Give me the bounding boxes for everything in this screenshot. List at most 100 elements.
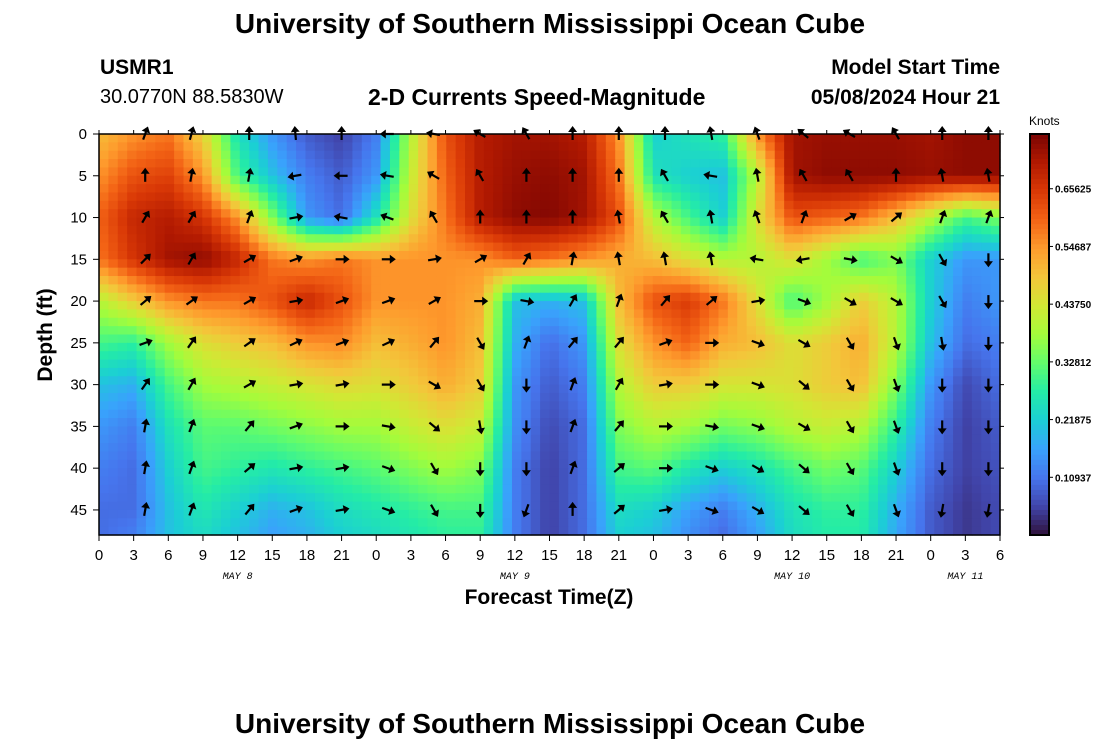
heatmap-cell <box>474 192 485 202</box>
heatmap-cell <box>624 225 635 235</box>
heatmap-cell <box>812 200 823 210</box>
heatmap-cell <box>117 342 128 352</box>
heatmap-cell <box>305 209 316 219</box>
heatmap-cell <box>652 392 663 402</box>
heatmap-cell <box>953 526 964 536</box>
heatmap-cell <box>924 526 935 536</box>
heatmap-cell <box>99 493 109 503</box>
y-tick-label: 40 <box>70 460 87 477</box>
heatmap-cell <box>418 267 429 277</box>
heatmap-cell <box>587 309 598 319</box>
heatmap-cell <box>436 292 447 302</box>
heatmap-cell <box>558 200 569 210</box>
colorbar-segment <box>1030 259 1049 265</box>
y-tick-label: 0 <box>79 126 87 143</box>
heatmap-cell <box>840 509 851 519</box>
heatmap-cell <box>277 284 288 294</box>
heatmap-cell <box>718 292 729 302</box>
heatmap-cell <box>633 384 644 394</box>
heatmap-cell <box>615 192 626 202</box>
heatmap-cell <box>718 451 729 461</box>
heatmap-cell <box>924 376 935 386</box>
heatmap-cell <box>802 376 813 386</box>
heatmap-cell <box>746 309 757 319</box>
heatmap-cell <box>446 351 457 361</box>
heatmap-cell <box>652 242 663 252</box>
heatmap-cell <box>718 209 729 219</box>
heatmap-cell <box>380 250 391 260</box>
heatmap-cell <box>286 518 297 528</box>
heatmap-cell <box>962 225 973 235</box>
current-vector-arrow <box>983 420 993 435</box>
heatmap-cell <box>596 284 607 294</box>
heatmap-cell <box>352 518 363 528</box>
heatmap-cell <box>643 167 654 177</box>
heatmap-cell <box>343 301 354 311</box>
heatmap-cell <box>943 250 954 260</box>
heatmap-cell <box>802 426 813 436</box>
heatmap-cell <box>314 242 325 252</box>
current-vector-arrow <box>140 253 151 265</box>
heatmap-cell <box>465 451 476 461</box>
heatmap-cell <box>352 167 363 177</box>
heatmap-cell <box>324 250 335 260</box>
heatmap-cell <box>371 451 382 461</box>
heatmap-cell <box>577 468 588 478</box>
heatmap-cell <box>117 142 128 152</box>
heatmap-cell <box>624 342 635 352</box>
heatmap-cell <box>108 142 119 152</box>
heatmap-cell <box>174 167 185 177</box>
x-tick-label: 15 <box>818 547 835 564</box>
heatmap-cell <box>427 150 438 160</box>
heatmap-cell <box>399 501 410 511</box>
heatmap-cell <box>427 426 438 436</box>
heatmap-cell <box>877 418 888 427</box>
heatmap-cell <box>718 351 729 361</box>
heatmap-cell <box>962 326 973 336</box>
heatmap-cell <box>934 476 945 486</box>
heatmap-cell <box>399 451 410 461</box>
heatmap-cell <box>671 134 682 143</box>
heatmap-cell <box>587 200 598 210</box>
heatmap-cell <box>249 200 260 210</box>
heatmap-cell <box>877 401 888 411</box>
heatmap-cell <box>671 217 682 227</box>
heatmap-cell <box>465 409 476 419</box>
heatmap-cell <box>333 392 344 402</box>
heatmap-cell <box>549 150 560 160</box>
heatmap-cell <box>680 418 691 427</box>
heatmap-cell <box>127 459 138 469</box>
heatmap-cell <box>643 434 654 444</box>
heatmap-cell <box>333 259 344 269</box>
heatmap-cell <box>840 518 851 528</box>
heatmap-cell <box>99 376 109 386</box>
heatmap-cell <box>802 409 813 419</box>
heatmap-cell <box>558 401 569 411</box>
heatmap-cell <box>868 451 879 461</box>
heatmap-cell <box>399 142 410 152</box>
heatmap-cell <box>502 301 513 311</box>
heatmap-cell <box>737 342 748 352</box>
heatmap-cell <box>643 509 654 519</box>
heatmap-cell <box>230 276 241 285</box>
heatmap-cell <box>286 526 297 536</box>
heatmap-cell <box>530 192 541 202</box>
heatmap-cell <box>840 292 851 302</box>
heatmap-cell <box>324 443 335 453</box>
heatmap-cell <box>849 359 860 369</box>
heatmap-cell <box>784 284 795 294</box>
heatmap-cell <box>540 392 551 402</box>
heatmap-cell <box>859 468 870 478</box>
heatmap-cell <box>840 217 851 227</box>
heatmap-cell <box>408 459 419 469</box>
heatmap-cell <box>343 476 354 486</box>
heatmap-cell <box>493 250 504 260</box>
heatmap-cell <box>164 159 175 169</box>
heatmap-cell <box>680 217 691 227</box>
heatmap-cell <box>511 301 522 311</box>
heatmap-cell <box>108 359 119 369</box>
heatmap-cell <box>164 384 175 394</box>
heatmap-cell <box>418 418 429 427</box>
heatmap-cell <box>587 443 598 453</box>
heatmap-cell <box>258 242 269 252</box>
